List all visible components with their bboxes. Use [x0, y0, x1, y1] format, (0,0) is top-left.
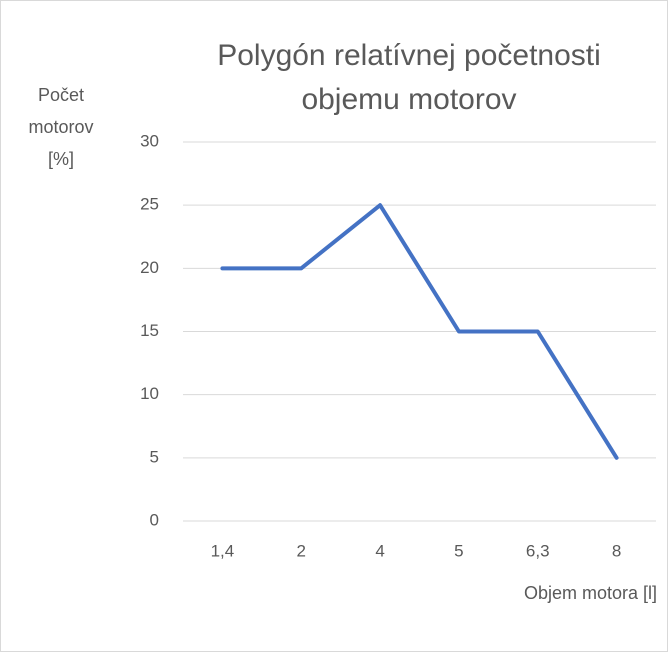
y-tick-label: 10 — [140, 384, 159, 403]
x-tick-label: 4 — [375, 541, 384, 560]
chart-title: Polygón relatívnej početnosti objemu mot… — [217, 39, 601, 116]
x-tick-label: 5 — [454, 541, 463, 560]
y-tick-label: 15 — [140, 321, 159, 340]
y-tick-label: 30 — [140, 131, 159, 150]
x-axis-label: Objem motora [l] — [523, 583, 657, 603]
y-tick-label: 25 — [140, 195, 159, 214]
y-tick-label: 5 — [150, 447, 159, 466]
x-tick-label: 1,4 — [211, 541, 235, 560]
y-tick-label: 20 — [140, 258, 159, 277]
y-tick-label: 0 — [150, 510, 159, 529]
x-tick-label: 8 — [612, 541, 621, 560]
x-tick-label: 6,3 — [526, 541, 550, 560]
y-axis-label: Počet motorov [%] — [28, 85, 94, 169]
x-tick-label: 2 — [297, 541, 306, 560]
series-line — [220, 203, 619, 460]
